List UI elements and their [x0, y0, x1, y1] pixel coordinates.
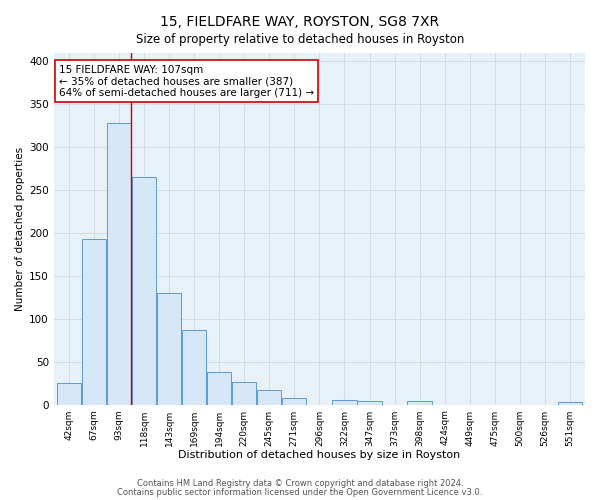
Text: Contains public sector information licensed under the Open Government Licence v3: Contains public sector information licen… — [118, 488, 482, 497]
Bar — [132, 177, 156, 404]
Bar — [558, 402, 582, 404]
Bar — [56, 383, 81, 404]
Text: 15 FIELDFARE WAY: 107sqm
← 35% of detached houses are smaller (387)
64% of semi-: 15 FIELDFARE WAY: 107sqm ← 35% of detach… — [59, 64, 314, 98]
Bar — [257, 390, 281, 404]
Bar — [182, 330, 206, 404]
Bar — [107, 123, 131, 404]
X-axis label: Distribution of detached houses by size in Royston: Distribution of detached houses by size … — [178, 450, 461, 460]
Bar — [82, 239, 106, 404]
Bar — [407, 401, 432, 404]
Bar — [332, 400, 356, 404]
Bar — [358, 401, 382, 404]
Bar — [207, 372, 232, 404]
Bar — [232, 382, 256, 404]
Y-axis label: Number of detached properties: Number of detached properties — [15, 146, 25, 310]
Bar — [282, 398, 307, 404]
Text: Contains HM Land Registry data © Crown copyright and database right 2024.: Contains HM Land Registry data © Crown c… — [137, 479, 463, 488]
Text: Size of property relative to detached houses in Royston: Size of property relative to detached ho… — [136, 32, 464, 46]
Text: 15, FIELDFARE WAY, ROYSTON, SG8 7XR: 15, FIELDFARE WAY, ROYSTON, SG8 7XR — [160, 15, 440, 29]
Bar — [157, 293, 181, 405]
